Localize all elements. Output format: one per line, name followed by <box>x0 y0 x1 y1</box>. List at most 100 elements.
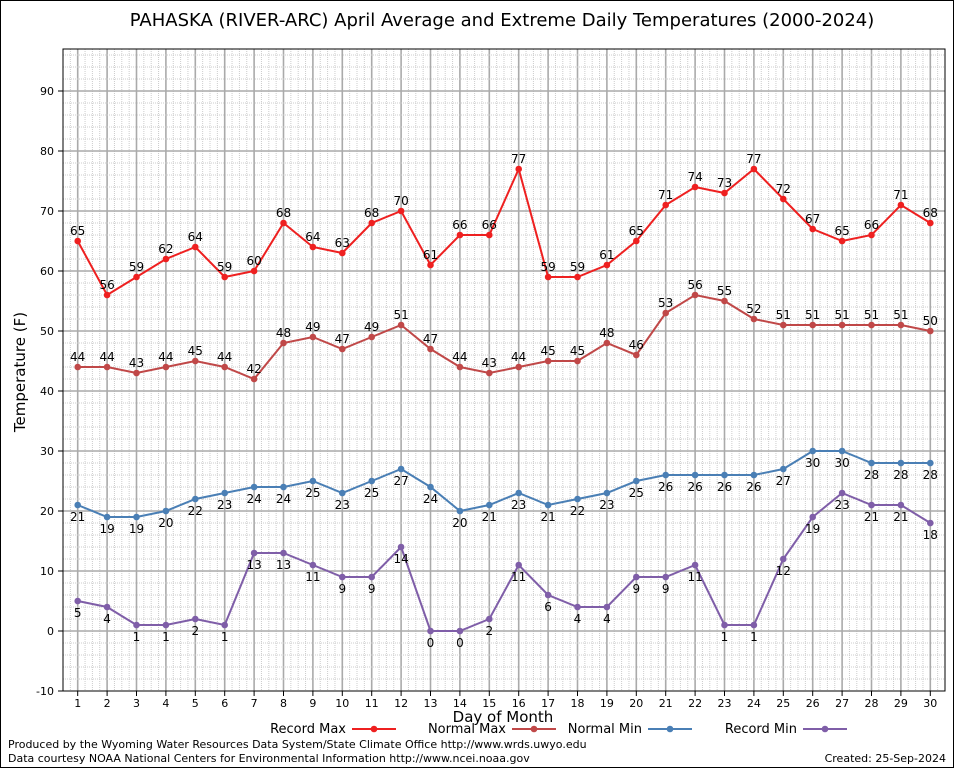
normal-min-point <box>339 489 346 497</box>
x-axis-title: Day of Month <box>453 708 554 726</box>
normal-min-point <box>780 465 787 473</box>
record-min-data-label: 21 <box>864 510 879 524</box>
record-min-data-label: 0 <box>456 636 464 650</box>
normal-min-point <box>397 465 405 473</box>
normal-max-data-label: 42 <box>246 362 261 376</box>
record-min-point <box>780 555 787 563</box>
record-min-data-label: 1 <box>221 630 229 644</box>
record-max-data-label: 64 <box>305 230 320 244</box>
record-max-line <box>76 166 931 297</box>
normal-max-point <box>809 321 816 329</box>
record-max-data-label: 62 <box>158 242 173 256</box>
record-min-point <box>192 615 199 623</box>
normal-min-point <box>544 501 552 509</box>
normal-max-data-label: 44 <box>511 350 526 364</box>
record-min-data-label: 9 <box>632 582 640 596</box>
x-tick-label: 26 <box>806 697 820 710</box>
normal-max-data-label: 46 <box>629 338 644 352</box>
normal-max-point <box>927 327 934 335</box>
normal-max-point <box>868 321 875 329</box>
x-tick-label: 4 <box>162 697 169 710</box>
normal-min-series: 21 19 19 20 22 23 24 24 25 23 25 27 24 20 21 23 21 22 23 25… <box>70 447 938 536</box>
record-max-point <box>280 219 287 227</box>
normal-min-line <box>77 450 931 518</box>
record-max-data-label: 59 <box>570 260 585 274</box>
normal-min-data-label: 22 <box>188 504 203 518</box>
record-max-data-label: 71 <box>658 188 673 202</box>
record-max-point <box>192 243 199 251</box>
normal-max-point <box>603 339 611 347</box>
normal-max-data-label: 50 <box>923 314 938 328</box>
record-max-data-label: 66 <box>452 218 467 232</box>
x-tick-label: 7 <box>251 697 258 710</box>
record-max-point <box>250 267 258 275</box>
record-max-point <box>339 249 346 257</box>
record-min-point <box>838 489 846 497</box>
record-min-data-label: 2 <box>485 624 493 638</box>
legend-marker-record-min <box>821 725 829 733</box>
record-max-data-label: 61 <box>423 248 438 262</box>
normal-min-data-label: 25 <box>629 486 644 500</box>
normal-min-data-label: 23 <box>511 498 526 512</box>
x-tick-label: 6 <box>221 697 228 710</box>
record-min-point <box>691 561 699 569</box>
record-min-point <box>809 513 816 521</box>
record-max-point <box>162 255 170 263</box>
record-min-point <box>927 519 934 527</box>
record-max-point <box>927 219 934 227</box>
record-max-point <box>868 231 875 239</box>
legend-label-record-min: Record Min <box>725 722 797 737</box>
normal-min-point <box>162 507 170 515</box>
record-min-point <box>750 621 758 629</box>
normal-max-series: 44 44 43 44 45 44 42 48 49 47 49 51 47 44 43 44 45 45 48 46… <box>70 278 938 383</box>
record-min-data-label: 9 <box>368 582 376 596</box>
normal-min-point <box>250 483 258 491</box>
record-max-data-label: 71 <box>893 188 908 202</box>
record-max-point <box>309 243 317 251</box>
record-max-data-label: 61 <box>599 248 614 262</box>
normal-max-point <box>221 363 228 371</box>
legend-marker-normal-max <box>530 725 538 733</box>
normal-min-data-label: 24 <box>276 492 291 506</box>
normal-min-data-label: 25 <box>364 486 379 500</box>
record-min-data-label: 4 <box>574 612 582 626</box>
normal-max-data-label: 47 <box>423 332 438 346</box>
normal-min-point <box>927 459 934 467</box>
normal-max-data-label: 56 <box>687 278 702 292</box>
record-max-point <box>456 231 464 239</box>
normal-max-data-label: 44 <box>70 350 85 364</box>
normal-max-point <box>192 357 199 365</box>
record-min-data-label: 19 <box>805 522 820 536</box>
x-tick-label: 22 <box>688 697 702 710</box>
x-tick-label: 2 <box>104 697 111 710</box>
credit-line-1: Produced by the Wyoming Water Resources … <box>8 738 587 751</box>
normal-min-data-label: 26 <box>687 480 702 494</box>
credit-line-2: Data courtesy NOAA National Centers for … <box>8 752 530 765</box>
normal-min-point <box>133 513 140 521</box>
y-tick-label: 10 <box>40 565 54 578</box>
record-min-point <box>162 621 170 629</box>
record-min-point <box>486 615 493 623</box>
record-min-data-label: 11 <box>511 570 526 584</box>
normal-min-data-label: 24 <box>246 492 261 506</box>
record-max-data-label: 65 <box>629 224 644 238</box>
chart-title: PAHASKA (RIVER-ARC) April Average and Ex… <box>130 10 875 31</box>
normal-min-data-label: 20 <box>452 516 467 530</box>
record-max-point <box>544 273 552 281</box>
record-min-data-label: 21 <box>893 510 908 524</box>
record-min-data-label: 13 <box>246 558 261 572</box>
record-min-data-label: 12 <box>776 564 791 578</box>
record-max-data-label: 67 <box>805 212 820 226</box>
record-max-data-label: 68 <box>276 206 291 220</box>
normal-max-point <box>662 309 669 317</box>
normal-min-point <box>750 471 758 479</box>
normal-min-point <box>486 501 493 509</box>
record-min-point <box>662 573 669 581</box>
x-tick-label: 3 <box>133 697 140 710</box>
y-tick-label: 30 <box>40 445 54 458</box>
y-tick-label: 20 <box>40 505 54 518</box>
record-max-data-label: 66 <box>482 218 497 232</box>
normal-max-point <box>309 333 317 341</box>
record-max-point <box>103 291 111 299</box>
